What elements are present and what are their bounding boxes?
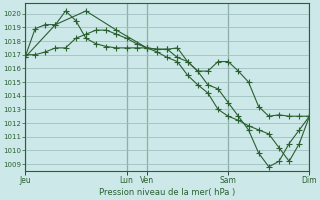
X-axis label: Pression niveau de la mer( hPa ): Pression niveau de la mer( hPa ) [99, 188, 235, 197]
